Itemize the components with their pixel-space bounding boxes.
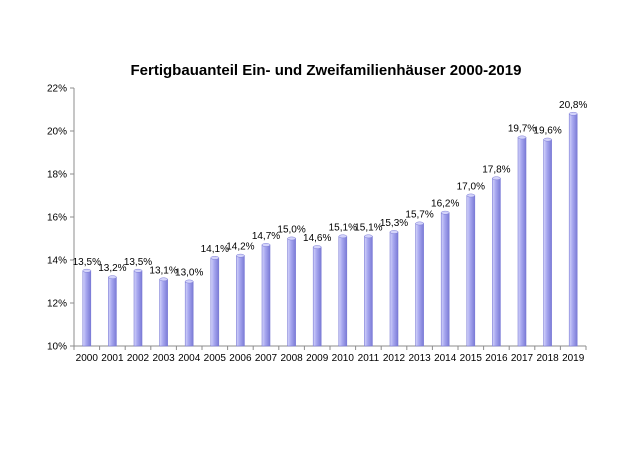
x-tick-label: 2004 (178, 353, 201, 364)
x-tick-label: 2016 (485, 353, 508, 364)
data-label: 16,2% (431, 199, 459, 210)
x-axis: 2000 2001 2002 2003 2004 2005 2006 2007 2008 2009… (73, 345, 587, 364)
bar (517, 137, 527, 347)
y-tick-label: 12% (47, 299, 67, 310)
y-tick-label: 18% (47, 170, 67, 181)
y-tick-label: 16% (47, 213, 67, 224)
x-tick-label: 2007 (255, 353, 278, 364)
bar (492, 178, 501, 347)
bar-cap (210, 256, 220, 260)
data-label: 13,5% (124, 257, 152, 268)
y-tick-label: 20% (47, 127, 67, 138)
x-tick-label: 2012 (383, 353, 406, 364)
bar-cap (338, 234, 348, 239)
bar-cap (364, 234, 373, 239)
x-tick-label: 2014 (434, 353, 457, 364)
data-label: 17,0% (457, 182, 485, 193)
bar-cap (466, 193, 476, 198)
x-tick-label: 2006 (229, 353, 252, 364)
bar (133, 270, 143, 347)
x-tick-label: 2005 (204, 353, 227, 364)
data-label: 14,2% (226, 242, 254, 253)
bar (543, 139, 552, 347)
bar-cap (184, 279, 194, 284)
data-label: 19,7% (508, 123, 536, 134)
x-tick-label: 2002 (127, 353, 150, 364)
x-tick-label: 2008 (280, 353, 303, 364)
x-tick-label: 2010 (332, 353, 355, 364)
data-label: 17,8% (482, 164, 510, 175)
bar (261, 244, 271, 347)
x-tick-label: 2003 (152, 353, 175, 364)
bar-cap (312, 245, 322, 249)
data-labels: 13,5%13,2%13,5%13,1%13,0%14,1%14,2%14,7%… (73, 100, 588, 279)
data-label: 14,7% (252, 231, 280, 242)
y-tick-label: 14% (47, 256, 67, 267)
data-label: 19,6% (533, 126, 561, 137)
bar-cap (82, 268, 92, 273)
data-label: 15,1% (329, 222, 357, 233)
data-label: 15,3% (380, 218, 408, 229)
bar (287, 238, 296, 347)
bar (440, 212, 450, 347)
bar-cap (287, 236, 296, 241)
bar-cap (159, 277, 168, 282)
bar (108, 276, 117, 347)
x-tick-label: 2015 (460, 353, 483, 364)
bar-cap (133, 268, 143, 273)
x-tick-label: 2000 (76, 353, 99, 364)
y-tick-label: 10% (47, 342, 67, 353)
data-label: 20,8% (559, 100, 587, 111)
bar-cap (492, 176, 501, 181)
x-tick-label: 2013 (408, 353, 431, 364)
bar-cap (568, 111, 578, 116)
bar-cap (543, 137, 552, 142)
bar (236, 255, 245, 347)
x-tick-label: 2001 (101, 353, 124, 364)
bar-cap (517, 135, 527, 140)
bar-cap (389, 230, 399, 234)
data-label: 13,5% (73, 257, 101, 268)
data-label: 15,7% (405, 209, 433, 220)
bar (82, 270, 92, 347)
x-tick-label: 2011 (358, 353, 380, 364)
bars (82, 111, 578, 347)
data-label: 13,0% (175, 268, 203, 279)
x-tick-label: 2017 (511, 353, 534, 364)
bar (568, 113, 578, 347)
x-tick-label: 2018 (536, 353, 559, 364)
data-label: 13,1% (149, 265, 177, 276)
data-label: 14,1% (201, 244, 229, 255)
bar (338, 236, 348, 347)
bar (389, 231, 399, 347)
bar (312, 246, 322, 347)
x-tick-label: 2009 (306, 353, 329, 364)
chart-title: Fertigbauanteil Ein- und Zweifamilienhäu… (131, 62, 522, 79)
bar-cap (108, 275, 117, 280)
bar (415, 223, 424, 347)
bar-cap (261, 243, 271, 247)
bar-cap (236, 253, 245, 258)
data-label: 15,0% (277, 225, 305, 236)
data-label: 13,2% (98, 263, 126, 274)
bar (364, 236, 373, 347)
bar (466, 195, 476, 347)
bar-cap (440, 210, 450, 215)
x-tick-label: 2019 (562, 353, 585, 364)
bar (159, 279, 168, 347)
bar (210, 257, 220, 347)
data-label: 15,1% (354, 222, 382, 233)
bar (184, 281, 194, 347)
data-label: 14,6% (303, 233, 331, 244)
y-axis: 10% 12% 14% 16% 18% 20% 22% (47, 84, 75, 353)
y-tick-label: 22% (47, 84, 67, 95)
bar-cap (415, 221, 424, 226)
